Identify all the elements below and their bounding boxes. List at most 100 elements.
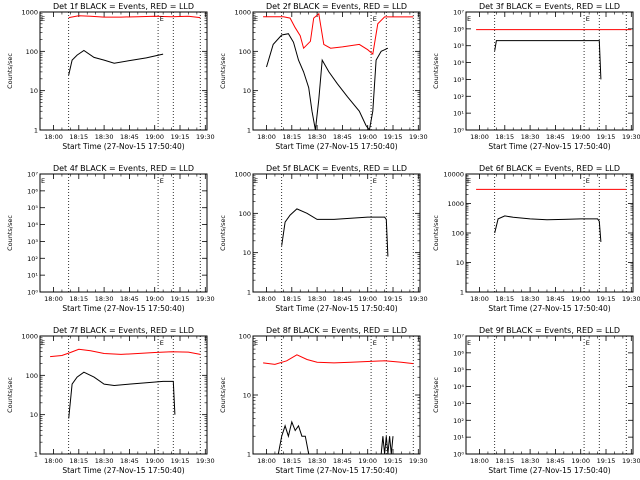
events-series-line — [380, 436, 394, 454]
x-tick-label: 18:00 — [44, 133, 63, 141]
y-tick-label: 1000 — [21, 9, 38, 17]
x-tick-label: 19:15 — [171, 457, 190, 465]
lld-series-line — [263, 12, 414, 56]
x-tick-label: 19:00 — [358, 295, 377, 303]
detector-panel-7: Det 7f BLACK = Events, RED = LLD Counts/s… — [6, 326, 215, 475]
y-tick-label: 10⁶ — [27, 187, 38, 195]
x-tick-label: 18:00 — [257, 295, 276, 303]
y-tick-label: 10¹ — [453, 110, 464, 118]
x-tick-label: 18:45 — [120, 457, 139, 465]
corner-mark: E — [467, 15, 471, 23]
y-tick-label: 10⁴ — [27, 221, 38, 229]
corner-mark: E — [373, 177, 377, 185]
x-axis-label: Start Time (27-Nov-15 17:50:40) — [275, 142, 397, 151]
x-tick-label: 18:45 — [120, 133, 139, 141]
y-tick-label: 10⁰ — [453, 127, 464, 135]
x-tick-label: 18:00 — [44, 295, 63, 303]
corner-mark: E — [586, 177, 590, 185]
x-tick-label: 19:30 — [622, 457, 640, 465]
x-tick-label: 19:30 — [196, 133, 215, 141]
y-tick-label: 100 — [26, 48, 38, 56]
corner-mark: E — [254, 15, 258, 23]
x-tick-label: 18:45 — [546, 457, 565, 465]
plot-frame — [465, 11, 634, 131]
y-axis-label: Counts/sec — [432, 377, 440, 413]
y-tick-label: 1 — [34, 127, 38, 135]
x-tick-label: 19:30 — [622, 133, 640, 141]
corner-mark: E — [586, 339, 590, 347]
events-series-line — [68, 49, 164, 76]
plot-frame — [39, 173, 208, 293]
x-tick-label: 19:15 — [171, 133, 190, 141]
x-tick-label: 18:15 — [282, 133, 301, 141]
y-tick-label: 10 — [243, 249, 251, 257]
x-tick-label: 18:15 — [69, 457, 88, 465]
x-tick-label: 19:00 — [571, 295, 590, 303]
y-tick-label: 10 — [30, 87, 38, 95]
y-tick-label: 10 — [243, 392, 251, 400]
x-tick-label: 19:30 — [409, 133, 428, 141]
y-axis-label: Counts/sec — [6, 215, 14, 251]
y-tick-label: 10³ — [453, 76, 464, 84]
y-tick-label: 10⁴ — [453, 59, 464, 67]
y-tick-label: 10 — [30, 411, 38, 419]
x-tick-label: 18:45 — [546, 295, 565, 303]
x-tick-label: 19:30 — [196, 295, 215, 303]
panel-title: Det 1f BLACK = Events, RED = LLD — [53, 2, 194, 11]
x-tick-label: 18:45 — [333, 457, 352, 465]
detector-panel-4: Det 4f BLACK = Events, RED = LLD Counts/s… — [6, 164, 215, 313]
x-tick-label: 18:00 — [44, 457, 63, 465]
corner-mark: E — [41, 339, 45, 347]
x-tick-label: 19:00 — [571, 457, 590, 465]
x-tick-label: 19:15 — [384, 457, 403, 465]
x-tick-label: 19:15 — [171, 295, 190, 303]
corner-mark: E — [467, 339, 471, 347]
x-tick-label: 19:30 — [622, 295, 640, 303]
plot-frame — [465, 335, 634, 455]
x-tick-label: 19:00 — [145, 133, 164, 141]
x-tick-label: 18:45 — [120, 295, 139, 303]
x-tick-label: 18:00 — [470, 457, 489, 465]
detector-panel-6: Det 6f BLACK = Events, RED = LLD Counts/s… — [432, 164, 640, 313]
x-tick-label: 18:00 — [470, 133, 489, 141]
x-axis-label: Start Time (27-Nov-15 17:50:40) — [275, 304, 397, 313]
panel-title: Det 3f BLACK = Events, RED = LLD — [479, 2, 620, 11]
panel-title: Det 9f BLACK = Events, RED = LLD — [479, 326, 620, 335]
y-tick-label: 10⁷ — [453, 333, 464, 341]
detector-panel-3: Det 3f BLACK = Events, RED = LLD Counts/s… — [432, 2, 640, 151]
plot-frame — [252, 173, 421, 293]
plot-frame — [252, 335, 421, 455]
x-tick-label: 18:45 — [546, 133, 565, 141]
y-tick-label: 10000 — [443, 171, 464, 179]
x-tick-label: 18:00 — [257, 457, 276, 465]
lld-series-line — [263, 354, 414, 365]
corner-mark: E — [373, 339, 377, 347]
x-tick-label: 18:15 — [69, 295, 88, 303]
corner-mark: E — [467, 177, 471, 185]
events-series-line — [68, 371, 176, 419]
events-series-line — [281, 208, 389, 257]
panel-title: Det 2f BLACK = Events, RED = LLD — [266, 2, 407, 11]
detector-panel-5: Det 5f BLACK = Events, RED = LLD Counts/s… — [219, 164, 428, 313]
y-tick-label: 1 — [247, 451, 251, 459]
corner-mark: E — [160, 339, 164, 347]
x-tick-label: 18:15 — [282, 457, 301, 465]
y-tick-label: 10² — [453, 417, 464, 425]
x-tick-label: 18:45 — [333, 295, 352, 303]
x-tick-label: 19:00 — [571, 133, 590, 141]
plot-frame — [39, 11, 208, 131]
y-tick-label: 1 — [247, 289, 251, 297]
plot-frame — [252, 11, 421, 131]
y-axis-label: Counts/sec — [432, 215, 440, 251]
y-tick-label: 10¹ — [27, 272, 38, 280]
corner-mark: E — [254, 339, 258, 347]
x-tick-label: 18:15 — [495, 457, 514, 465]
y-axis-label: Counts/sec — [219, 53, 227, 89]
y-tick-label: 100 — [239, 48, 251, 56]
x-tick-label: 19:00 — [358, 457, 377, 465]
x-tick-label: 19:15 — [597, 133, 616, 141]
y-tick-label: 10³ — [453, 400, 464, 408]
detector-panel-1: Det 1f BLACK = Events, RED = LLD Counts/s… — [6, 2, 215, 151]
x-axis-label: Start Time (27-Nov-15 17:50:40) — [488, 304, 610, 313]
y-tick-label: 1 — [247, 127, 251, 135]
